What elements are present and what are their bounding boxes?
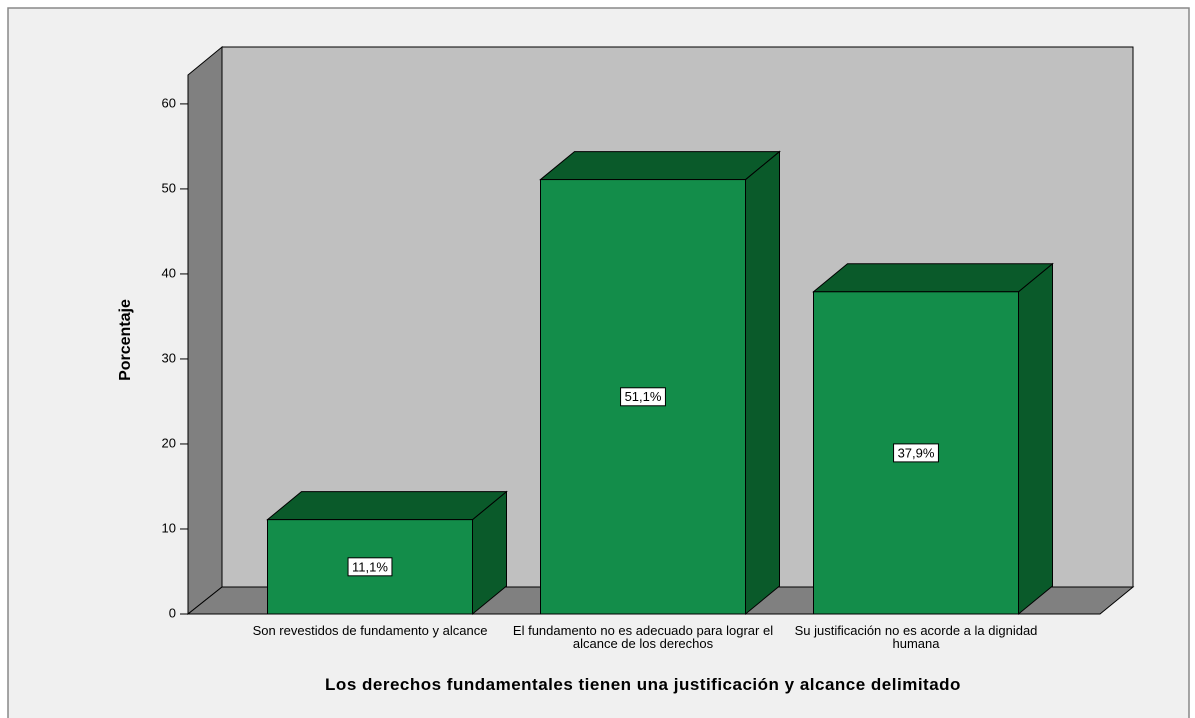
- value-label: 11,1%: [352, 559, 388, 574]
- y-tick-label: 40: [162, 265, 176, 280]
- side-wall: [187, 45, 223, 616]
- value-label: 51,1%: [625, 389, 662, 404]
- value-label: 37,9%: [898, 445, 935, 460]
- bar-side: [1018, 262, 1053, 616]
- y-tick-label: 30: [162, 350, 176, 365]
- y-axis-title: Porcentaje: [117, 299, 134, 381]
- y-tick-label: 10: [162, 520, 176, 535]
- bar-top: [812, 263, 1054, 293]
- x-axis-title: Los derechos fundamentales tienen una ju…: [325, 675, 961, 694]
- y-tick-label: 60: [162, 95, 176, 110]
- y-tick-label: 0: [169, 605, 176, 620]
- value-label-box: [893, 443, 939, 463]
- bar-side: [745, 150, 780, 616]
- bar: [267, 519, 473, 615]
- y-tick-label: 50: [162, 180, 176, 195]
- bar-top: [266, 491, 508, 521]
- bar-top: [539, 151, 781, 181]
- x-tick-label: Su justificación no es acorde a la digni…: [794, 623, 1038, 651]
- value-label-box: [620, 387, 666, 407]
- x-tick-label: Son revestidos de fundamento y alcance: [252, 623, 488, 638]
- value-label-box: [347, 557, 393, 577]
- y-tick-label: 20: [162, 435, 176, 450]
- x-tick-label: El fundamento no es adecuado para lograr…: [512, 623, 774, 651]
